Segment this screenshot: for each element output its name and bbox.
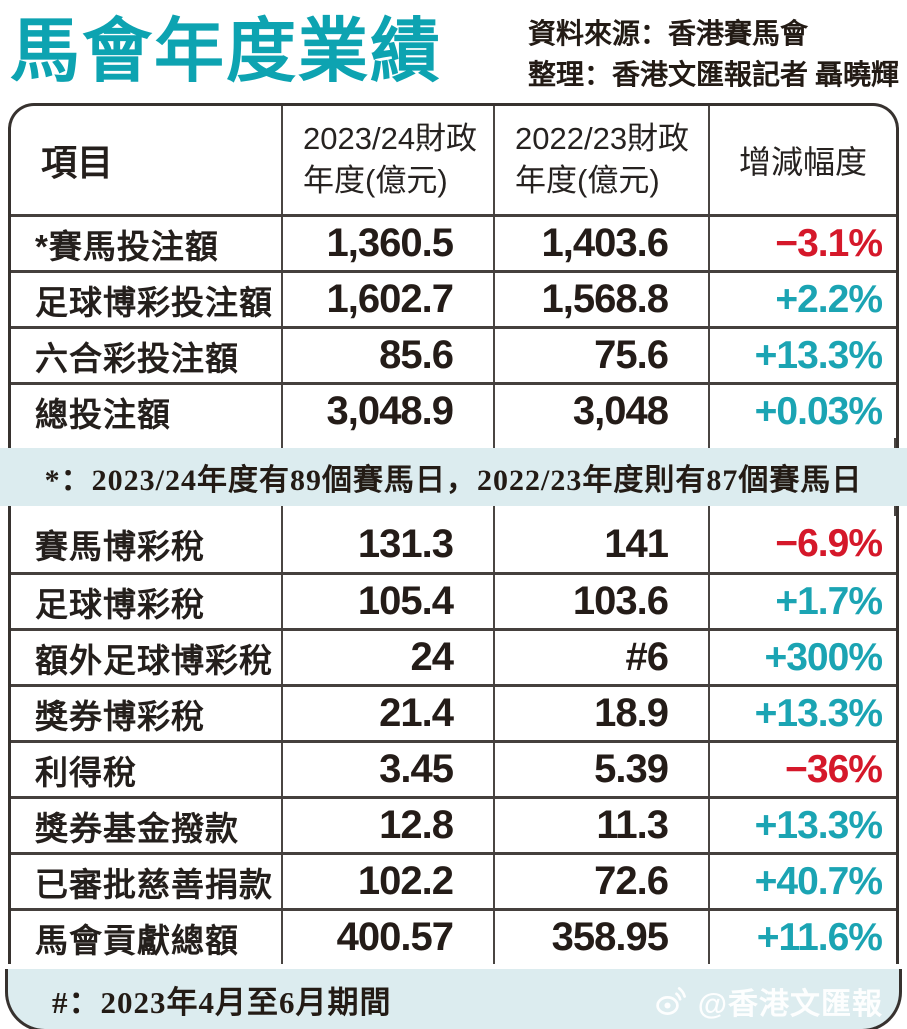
row-label: 獎券基金撥款: [11, 799, 283, 852]
value-fy2324: 85.6: [283, 329, 495, 382]
value-fy2324: 1,360.5: [283, 217, 495, 270]
table-row: 獎券基金撥款 12.8 11.3 +13.3%: [11, 796, 896, 852]
race-days-note: *：2023/24年度有89個賽馬日，2022/23年度則有87個賽馬日: [0, 448, 907, 506]
change-value: +2.2%: [775, 277, 883, 321]
header-change: 增減幅度: [738, 144, 867, 180]
value-fy2223: 5.39: [495, 743, 710, 796]
change-value: +1.7%: [775, 579, 883, 623]
value-fy2223: 11.3: [495, 799, 710, 852]
change-value: +13.3%: [754, 333, 883, 377]
row-label: 利得稅: [11, 743, 283, 796]
table-row: 足球博彩稅 105.4 103.6 +1.7%: [11, 572, 896, 628]
value-fy2324: 21.4: [283, 687, 495, 740]
period-note-band: #：2023年4月至6月期間 @香港文匯報: [5, 969, 902, 1029]
value-fy2223: 141: [495, 516, 710, 572]
value-fy2324: 1,602.7: [283, 273, 495, 326]
value-fy2223: 75.6: [495, 329, 710, 382]
value-fy2223: 358.95: [495, 911, 710, 964]
value-fy2223: 72.6: [495, 855, 710, 908]
row-label: 足球博彩投注額: [11, 273, 283, 326]
weibo-icon: [654, 983, 690, 1019]
change-value: +40.7%: [754, 859, 883, 903]
table-row: 六合彩投注額 85.6 75.6 +13.3%: [11, 326, 896, 382]
row-label: 馬會貢獻總額: [11, 911, 283, 964]
change-value: +13.3%: [754, 803, 883, 847]
masthead: 馬會年度業績 資料來源：香港賽馬會 整理：香港文匯報記者 聶曉輝: [0, 0, 907, 103]
table-row: 馬會貢獻總額 400.57 358.95 +11.6%: [11, 908, 896, 964]
value-fy2324: 400.57: [283, 911, 495, 964]
header-fy2223: 2022/23財政 年度(億元): [495, 106, 710, 214]
footer: #：2023年4月至6月期間 @香港文匯報: [5, 969, 902, 1029]
table-row: 足球博彩投注額 1,602.7 1,568.8 +2.2%: [11, 270, 896, 326]
table-row: 總投注額 3,048.9 3,048 +0.03%: [11, 382, 896, 438]
results-table: 項目 2023/24財政 年度(億元) 2022/23財政 年度(億元) 增減幅…: [0, 103, 907, 964]
row-label: 賽馬博彩稅: [11, 516, 283, 572]
value-fy2324: 3,048.9: [283, 385, 495, 438]
watermark-text: @香港文匯報: [697, 988, 883, 1021]
credit-source: 資料來源：香港賽馬會: [527, 19, 808, 50]
watermark: @香港文匯報: [654, 979, 883, 1023]
value-fy2223: 3,048: [495, 385, 710, 438]
row-label: 總投注額: [11, 385, 283, 438]
table-row: *賽馬投注額 1,360.5 1,403.6 −3.1%: [11, 214, 896, 270]
table-row: 利得稅 3.45 5.39 −36%: [11, 740, 896, 796]
page-title: 馬會年度業績: [10, 12, 442, 90]
table-header-row: 項目 2023/24財政 年度(億元) 2022/23財政 年度(億元) 增減幅…: [11, 106, 896, 214]
value-fy2223: 103.6: [495, 575, 710, 628]
value-fy2324: 12.8: [283, 799, 495, 852]
change-value: −36%: [785, 747, 883, 791]
value-fy2324: 24: [283, 631, 495, 684]
value-fy2223: #6: [495, 631, 710, 684]
value-fy2324: 102.2: [283, 855, 495, 908]
race-days-note-row: *：2023/24年度有89個賽馬日，2022/23年度則有87個賽馬日: [0, 438, 907, 516]
value-fy2223: 18.9: [495, 687, 710, 740]
credits: 資料來源：香港賽馬會 整理：香港文匯報記者 聶曉輝: [528, 8, 903, 96]
header-fy2324: 2023/24財政 年度(億元): [283, 106, 495, 214]
row-label: *賽馬投注額: [11, 217, 283, 270]
table-row: 已審批慈善捐款 102.2 72.6 +40.7%: [11, 852, 896, 908]
value-fy2223: 1,568.8: [495, 273, 710, 326]
change-value: +13.3%: [754, 691, 883, 735]
row-label: 六合彩投注額: [11, 329, 283, 382]
row-label: 足球博彩稅: [11, 575, 283, 628]
period-note: #：2023年4月至6月期間: [52, 984, 392, 1020]
change-value: +300%: [764, 635, 883, 679]
change-value: −6.9%: [775, 522, 883, 565]
credit-editor: 整理：香港文匯報記者 聶曉輝: [527, 60, 899, 91]
change-value: +11.6%: [756, 915, 883, 959]
row-label: 額外足球博彩稅: [11, 631, 283, 684]
value-fy2324: 131.3: [283, 516, 495, 572]
row-label: 已審批慈善捐款: [11, 855, 283, 908]
row-label: 獎券博彩稅: [11, 687, 283, 740]
table-row: 賽馬博彩稅 131.3 141 −6.9%: [11, 516, 896, 572]
table-row: 額外足球博彩稅 24 #6 +300%: [11, 628, 896, 684]
table-row: 獎券博彩稅 21.4 18.9 +13.3%: [11, 684, 896, 740]
value-fy2223: 1,403.6: [495, 217, 710, 270]
value-fy2324: 3.45: [283, 743, 495, 796]
value-fy2324: 105.4: [283, 575, 495, 628]
change-value: +0.03%: [754, 389, 883, 433]
header-item: 項目: [11, 106, 283, 214]
change-value: −3.1%: [775, 221, 883, 265]
